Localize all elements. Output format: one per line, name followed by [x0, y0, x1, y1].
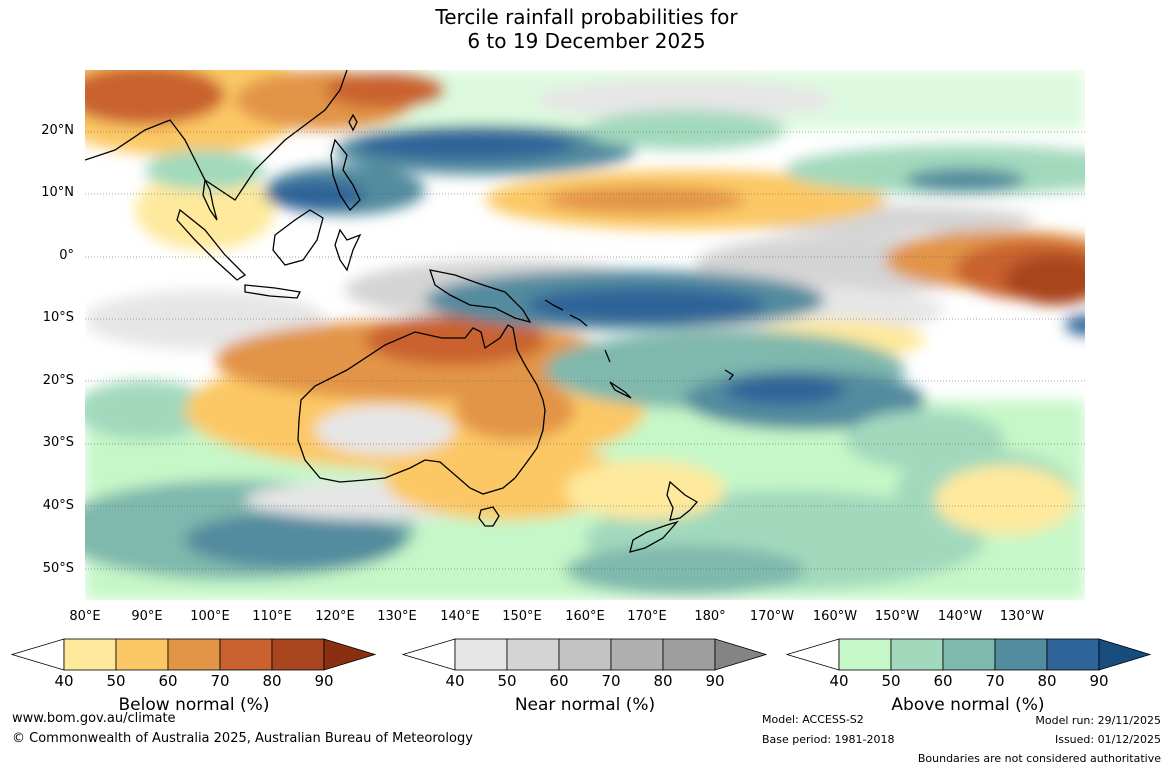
below-swatch-6: [323, 638, 377, 671]
near-normal-label: Near normal (%): [514, 695, 656, 715]
below-swatch-2: [115, 638, 169, 671]
above-swatch-3: [942, 638, 996, 671]
new-zealand-south-outline: [629, 520, 679, 553]
website-link[interactable]: www.bom.gov.au/climate: [12, 711, 176, 726]
lon-label-80e: 80°E: [69, 609, 101, 624]
lat-label-40s: 40°S: [42, 498, 74, 513]
colorbar-near-normal: [402, 638, 768, 671]
lon-label-140e: 140°E: [440, 609, 480, 624]
colorbar-above-normal: [786, 638, 1152, 671]
colorbar-below-normal: [11, 638, 377, 671]
issued-date: Issued: 01/12/2025: [1054, 733, 1161, 746]
lon-label-160w: 160°W: [812, 609, 858, 624]
above-tick-70: 70: [985, 672, 1005, 690]
above-swatch-4: [994, 638, 1048, 671]
near-swatch-6: [714, 638, 768, 671]
boundaries-disclaimer: Boundaries are not considered authoritat…: [917, 752, 1161, 765]
near-swatch-1: [454, 638, 508, 671]
taiwan-outline: [348, 113, 358, 132]
malay-peninsula-outline: [202, 177, 218, 221]
java-outline: [244, 284, 301, 299]
below-tick-40: 40: [54, 672, 74, 690]
near-swatch-5: [662, 638, 716, 671]
tasmania-outline: [478, 506, 500, 527]
asia-mainland-outline: [85, 70, 348, 201]
lon-label-170e: 170°E: [627, 609, 667, 624]
below-tick-70: 70: [210, 672, 230, 690]
australia-outline: [297, 324, 546, 495]
near-tick-40: 40: [445, 672, 465, 690]
solomon-islands-outline: [544, 299, 588, 327]
map-title-line-2: 6 to 19 December 2025: [467, 29, 706, 53]
coastlines: [85, 70, 734, 553]
below-swatch-3: [167, 638, 221, 671]
below-swatch-1: [63, 638, 117, 671]
vanuatu-fiji-outline: [604, 349, 734, 381]
lon-label-180: 180°: [694, 609, 726, 624]
copyright-text: © Commonwealth of Australia 2025, Austra…: [12, 731, 473, 746]
above-tick-50: 50: [881, 672, 901, 690]
below-swatch-5: [271, 638, 325, 671]
below-tick-80: 80: [262, 672, 282, 690]
above-tick-90: 90: [1089, 672, 1109, 690]
near-tick-90: 90: [705, 672, 725, 690]
new-caledonia-outline: [609, 381, 632, 399]
above-swatch-1: [838, 638, 892, 671]
below-normal-label: Below normal (%): [118, 695, 270, 715]
model-name: Model: ACCESS-S2: [762, 713, 864, 726]
lat-label-0: 0°: [59, 248, 74, 263]
map-title-line-1: Tercile rainfall probabilities for: [435, 5, 738, 29]
lat-label-20s: 20°S: [42, 373, 74, 388]
above-tick-40: 40: [829, 672, 849, 690]
lon-label-140w: 140°W: [937, 609, 983, 624]
lon-label-90e: 90°E: [131, 609, 163, 624]
above-swatch-6: [1098, 638, 1152, 671]
new-zealand-north-outline: [666, 480, 699, 521]
above-normal-label: Above normal (%): [891, 695, 1045, 715]
lon-label-160e: 160°E: [565, 609, 605, 624]
near-tick-70: 70: [601, 672, 621, 690]
lon-label-110e: 110°E: [252, 609, 292, 624]
probability-field: [85, 70, 1085, 600]
base-period: Base period: 1981-2018: [762, 733, 895, 746]
near-swatch-2: [506, 638, 560, 671]
lon-label-150w: 150°W: [874, 609, 920, 624]
near-swatch-3: [558, 638, 612, 671]
above-tick-60: 60: [933, 672, 953, 690]
lon-label-120e: 120°E: [315, 609, 355, 624]
philippines-outline: [330, 138, 361, 212]
above-swatch-2: [890, 638, 944, 671]
below-swatch-4: [219, 638, 273, 671]
near-tick-60: 60: [549, 672, 569, 690]
near-tick-80: 80: [653, 672, 673, 690]
below-tick-90: 90: [314, 672, 334, 690]
below-tick-60: 60: [158, 672, 178, 690]
lat-label-20n: 20°N: [41, 123, 74, 138]
lat-label-50s: 50°S: [42, 561, 74, 576]
lat-label-10n: 10°N: [41, 185, 74, 200]
above-swatch-5: [1046, 638, 1100, 671]
lat-label-10s: 10°S: [42, 310, 74, 325]
borneo-outline: [272, 209, 324, 266]
model-run-date: Model run: 29/11/2025: [1035, 714, 1161, 727]
lat-label-30s: 30°S: [42, 435, 74, 450]
new-guinea-outline: [429, 269, 532, 324]
near-swatch-4: [610, 638, 664, 671]
lon-label-130w: 130°W: [999, 609, 1045, 624]
lon-label-150e: 150°E: [502, 609, 542, 624]
sumatra-outline: [176, 208, 247, 281]
below-tick-50: 50: [106, 672, 126, 690]
above-tick-80: 80: [1037, 672, 1057, 690]
lon-label-170w: 170°W: [749, 609, 795, 624]
probability-map: [85, 70, 1085, 600]
sulawesi-outline: [334, 228, 362, 272]
lon-label-130e: 130°E: [377, 609, 417, 624]
lon-label-100e: 100°E: [190, 609, 230, 624]
near-tick-50: 50: [497, 672, 517, 690]
